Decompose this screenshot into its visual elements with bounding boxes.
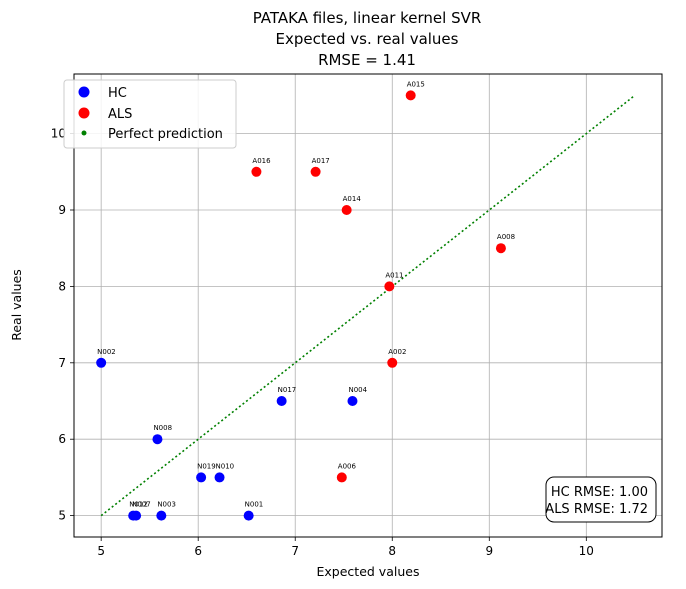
rmse-hc-text: HC RMSE: 1.00 [551,485,648,500]
point-A006 [336,472,347,483]
point-N008 [152,434,163,445]
point-N010 [214,472,225,483]
point-N002 [96,357,107,368]
point-label-N002: N002 [97,348,116,356]
point-N001 [243,510,254,521]
point-N007 [131,510,142,521]
chart-title-line-1: PATAKA files, linear kernel SVR [253,9,482,27]
axis-ticks: 5 6 7 8 9 10 5 6 7 8 9 10 [51,127,594,558]
point-A002 [387,357,398,368]
legend-reference-marker [81,130,87,136]
point-label-N001: N001 [245,501,264,509]
y-tick-label: 8 [58,279,66,293]
legend-reference-label: Perfect prediction [108,127,223,142]
rmse-box-frame [545,476,657,523]
y-tick-label: 7 [58,356,66,370]
point-label-A014: A014 [343,195,362,203]
point-label-N004: N004 [348,386,367,394]
point-N017 [276,396,287,407]
plot-frame [73,73,663,538]
x-tick-label: 6 [194,544,202,558]
rmse-als-text: ALS RMSE: 1.72 [545,502,648,517]
y-axis-label: Real values [9,269,24,341]
x-axis-label: Expected values [317,564,420,579]
point-A014 [341,204,352,215]
legend-hc-label: HC [108,86,127,101]
point-label-N003: N003 [157,501,176,509]
y-tick-label: 9 [58,203,66,217]
point-label-A017: A017 [312,157,330,165]
point-label-N012: N012 [129,501,148,509]
point-label-N007: N007 [132,501,151,509]
point-label-A006: A006 [338,462,357,470]
rmse-annotation: HC RMSE: 1.00 ALS RMSE: 1.72 [545,476,657,523]
x-tick-label: 8 [388,544,396,558]
point-A016 [251,166,262,177]
legend-hc-marker [78,86,90,98]
legend-box [63,79,237,149]
legend-als-marker [78,107,90,119]
point-N004 [347,396,358,407]
point-A008 [495,243,506,254]
legend: HC ALS Perfect prediction [63,79,237,149]
x-tick-label: 10 [579,544,594,558]
x-tick-label: 5 [97,544,105,558]
point-N019 [196,472,207,483]
y-tick-label: 10 [51,127,66,141]
point-A015 [405,90,416,101]
point-label-A015: A015 [407,80,425,88]
x-tick-label: 9 [485,544,493,558]
x-tick-label: 7 [291,544,299,558]
reference-line-segment [100,94,636,517]
point-label-N008: N008 [153,424,172,432]
chart-title: PATAKA files, linear kernel SVR Expected… [253,9,482,69]
point-label-N017: N017 [278,386,297,394]
perfect-prediction-line [100,94,636,517]
point-label-A008: A008 [497,233,515,241]
point-label-A002: A002 [388,348,406,356]
point-label-A016: A016 [252,157,271,165]
point-N003 [156,510,167,521]
point-label-N019: N019 [197,462,216,470]
chart-title-line-3: RMSE = 1.41 [318,51,416,69]
point-label-A011: A011 [385,271,403,279]
chart-title-line-2: Expected vs. real values [276,30,459,48]
y-tick-label: 6 [58,432,66,446]
point-A011 [384,281,395,292]
point-label-N010: N010 [216,462,235,470]
y-tick-label: 5 [58,509,66,523]
data-points [96,90,506,521]
point-A017 [310,166,321,177]
legend-als-label: ALS [108,107,132,122]
